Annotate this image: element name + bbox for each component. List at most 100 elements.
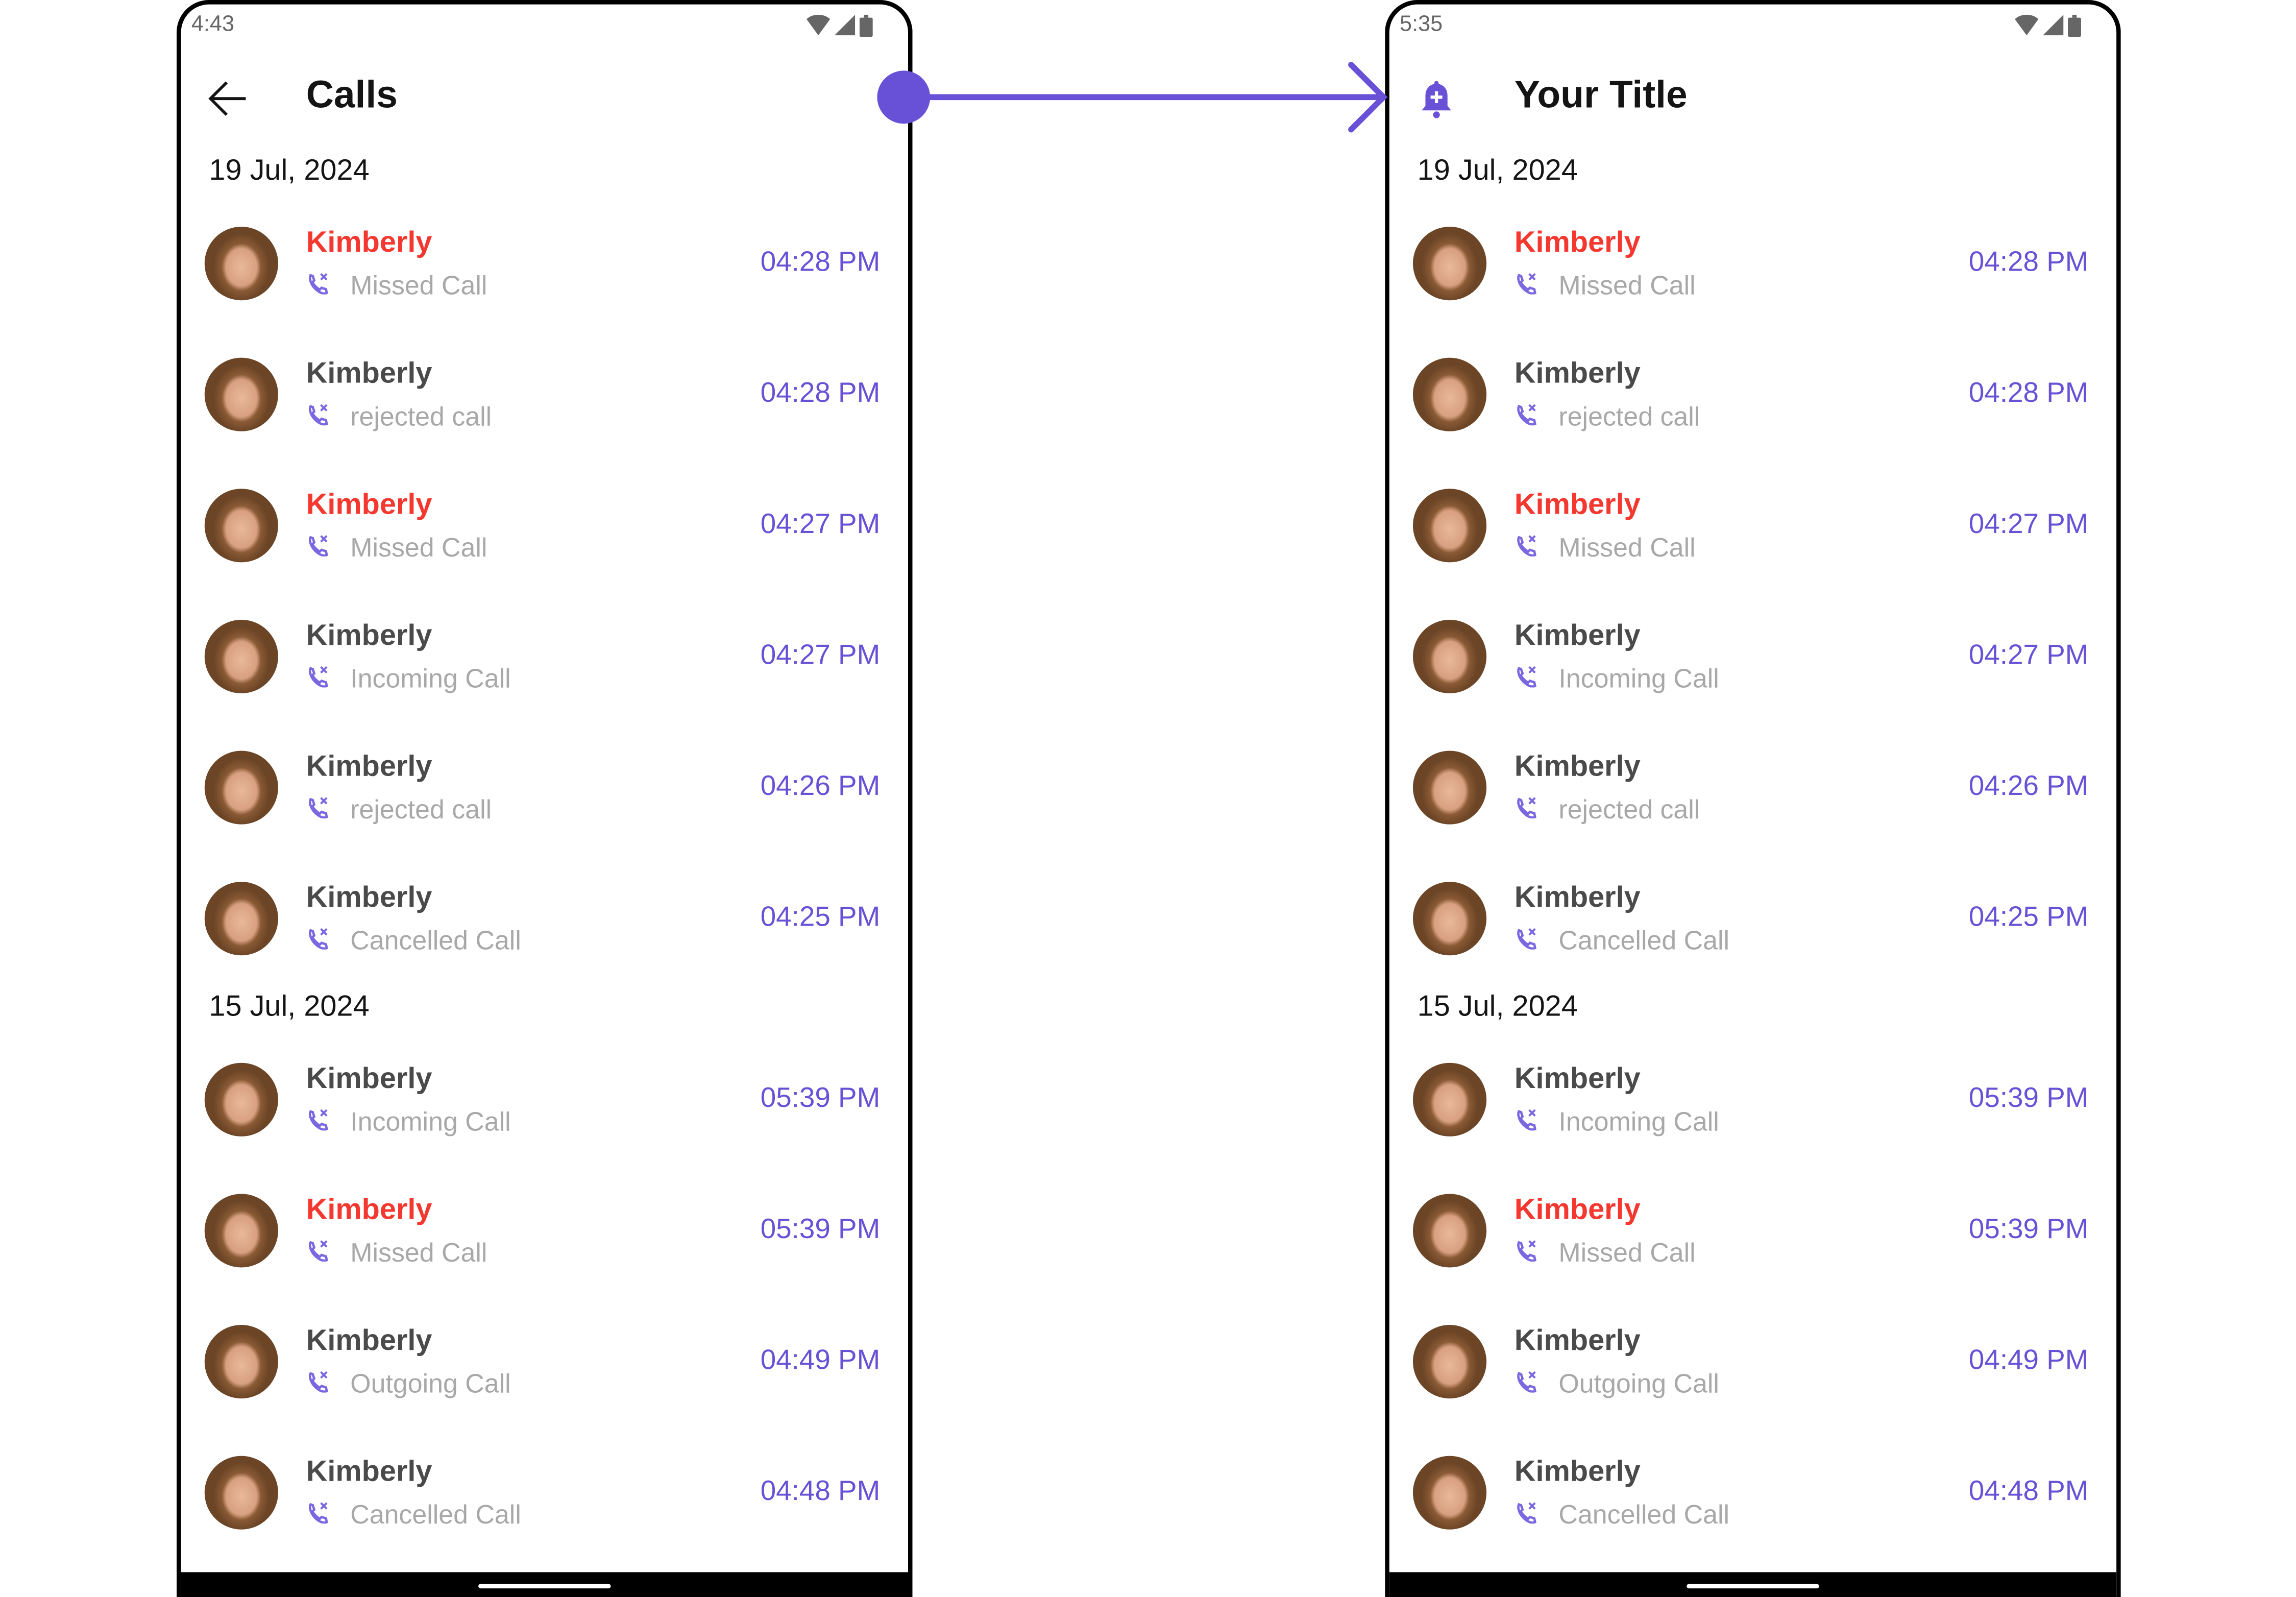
call-time: 05:39 PM — [1968, 1083, 2089, 1115]
call-log-item[interactable]: Kimberly Outgoing Call 04:49 PM — [1389, 1324, 2116, 1493]
call-time: 04:27 PM — [760, 509, 881, 541]
page-title: Your Title — [1514, 72, 1688, 116]
call-type-label: Cancelled Call — [1558, 926, 1730, 956]
call-status: Missed Call — [306, 533, 487, 564]
call-type-icon — [1515, 1238, 1558, 1269]
caller-name: Kimberly — [1514, 1456, 1641, 1489]
date-section-header: 19 Jul, 2024 — [1417, 154, 1578, 187]
call-time: 04:28 PM — [760, 247, 881, 278]
app-header: Your Title — [1389, 63, 2116, 131]
call-log-item[interactable]: Kimberly Cancelled Call 04:25 PM — [1389, 882, 2116, 1050]
caller-name: Kimberly — [1514, 357, 1641, 391]
call-log-item[interactable]: Kimberly Incoming Call 05:39 PM — [1389, 1062, 2116, 1231]
caller-name: Kimberly — [1514, 882, 1641, 914]
call-type-label: Missed Call — [350, 1238, 487, 1268]
arrow-origin-dot — [877, 70, 931, 124]
call-time: 04:27 PM — [760, 640, 881, 671]
call-log-item[interactable]: Kimberly Incoming Call 04:27 PM — [181, 619, 908, 788]
call-log-item[interactable]: Kimberly Incoming Call 04:27 PM — [1389, 619, 2116, 788]
call-type-icon — [1515, 1369, 1558, 1400]
call-type-label: rejected call — [350, 794, 492, 825]
call-log-item[interactable]: Kimberly Missed Call 05:39 PM — [1389, 1194, 2116, 1362]
home-indicator[interactable] — [1687, 1584, 1819, 1589]
date-section-header: 15 Jul, 2024 — [209, 990, 370, 1023]
call-log-item[interactable]: Kimberly Incoming Call 05:39 PM — [181, 1062, 908, 1231]
navigation-bar — [181, 1572, 908, 1597]
avatar — [204, 489, 278, 563]
call-log-item[interactable]: Kimberly Cancelled Call 04:48 PM — [1389, 1456, 2116, 1597]
call-time: 05:39 PM — [760, 1214, 881, 1246]
call-type-label: Missed Call — [1558, 1238, 1696, 1268]
call-status: Incoming Call — [306, 1107, 511, 1138]
call-log-item[interactable]: Kimberly Outgoing Call 04:49 PM — [181, 1324, 908, 1493]
avatar — [1412, 1062, 1487, 1136]
call-status: Outgoing Call — [306, 1369, 511, 1400]
call-status: Incoming Call — [306, 664, 511, 695]
bell-plus-icon[interactable] — [1416, 78, 1457, 119]
avatar — [1412, 1456, 1487, 1530]
wifi-icon — [807, 14, 831, 36]
call-type-icon — [306, 1238, 350, 1269]
avatar — [204, 882, 278, 956]
avatar — [204, 1194, 278, 1268]
battery-icon — [859, 14, 873, 37]
caller-name: Kimberly — [1514, 751, 1641, 783]
battery-icon — [2068, 14, 2081, 37]
call-type-label: Missed Call — [350, 533, 487, 563]
call-log-item[interactable]: Kimberly Missed Call 04:28 PM — [181, 227, 908, 395]
call-log-item[interactable]: Kimberly Missed Call 04:27 PM — [1389, 489, 2116, 657]
caller-name: Kimberly — [306, 1194, 432, 1226]
call-type-icon — [1515, 402, 1558, 433]
call-time: 04:28 PM — [1968, 247, 2089, 278]
call-log-item[interactable]: Kimberly Missed Call 05:39 PM — [181, 1194, 908, 1362]
caller-name: Kimberly — [306, 1456, 432, 1489]
call-time: 04:27 PM — [1968, 640, 2089, 671]
call-type-label: Outgoing Call — [350, 1369, 511, 1399]
call-type-label: Incoming Call — [1558, 1107, 1719, 1136]
call-status: rejected call — [1515, 402, 1700, 433]
avatar — [204, 357, 278, 431]
call-log-item[interactable]: Kimberly Cancelled Call 04:25 PM — [181, 882, 908, 1050]
call-log-item[interactable]: Kimberly rejected call 04:28 PM — [181, 357, 908, 526]
avatar — [204, 1456, 278, 1530]
call-log-item[interactable]: Kimberly rejected call 04:26 PM — [181, 751, 908, 919]
call-log-item[interactable]: Kimberly Cancelled Call 04:48 PM — [181, 1456, 908, 1597]
call-log-item[interactable]: Kimberly rejected call 04:28 PM — [1389, 357, 2116, 526]
status-bar: 4:43 — [191, 12, 873, 38]
page-title: Calls — [306, 72, 398, 116]
status-time: 5:35 — [1400, 12, 1443, 37]
caller-name: Kimberly — [1514, 1324, 1641, 1358]
call-type-icon — [1515, 664, 1558, 695]
call-type-label: Outgoing Call — [1558, 1369, 1719, 1399]
avatar — [204, 619, 278, 694]
back-arrow-icon[interactable] — [208, 78, 249, 119]
call-type-label: rejected call — [1558, 794, 1700, 825]
call-time: 04:28 PM — [760, 378, 881, 409]
call-log-item[interactable]: Kimberly Missed Call 04:28 PM — [1389, 227, 2116, 395]
call-log-item[interactable]: Kimberly rejected call 04:26 PM — [1389, 751, 2116, 919]
call-log-item[interactable]: Kimberly Missed Call 04:27 PM — [181, 489, 908, 657]
arrow-head-icon — [1348, 62, 1388, 133]
call-type-icon — [1515, 1107, 1558, 1138]
caller-name: Kimberly — [306, 882, 432, 914]
call-type-icon — [306, 926, 350, 957]
call-type-icon — [1515, 271, 1558, 302]
call-status: Missed Call — [1515, 1238, 1696, 1269]
call-type-label: Incoming Call — [350, 664, 511, 694]
call-time: 04:49 PM — [1968, 1345, 2089, 1376]
date-section-header: 19 Jul, 2024 — [209, 154, 370, 187]
avatar — [204, 751, 278, 825]
call-status: Missed Call — [306, 271, 487, 302]
caller-name: Kimberly — [306, 489, 432, 521]
call-status: rejected call — [306, 402, 492, 433]
caller-name: Kimberly — [306, 619, 432, 652]
caller-name: Kimberly — [306, 1324, 432, 1358]
avatar — [1412, 489, 1487, 563]
call-type-label: Cancelled Call — [350, 1500, 521, 1530]
home-indicator[interactable] — [478, 1584, 611, 1589]
call-type-icon — [306, 664, 350, 695]
avatar — [1412, 357, 1487, 431]
call-status: Missed Call — [1515, 533, 1696, 564]
avatar — [1412, 227, 1487, 301]
